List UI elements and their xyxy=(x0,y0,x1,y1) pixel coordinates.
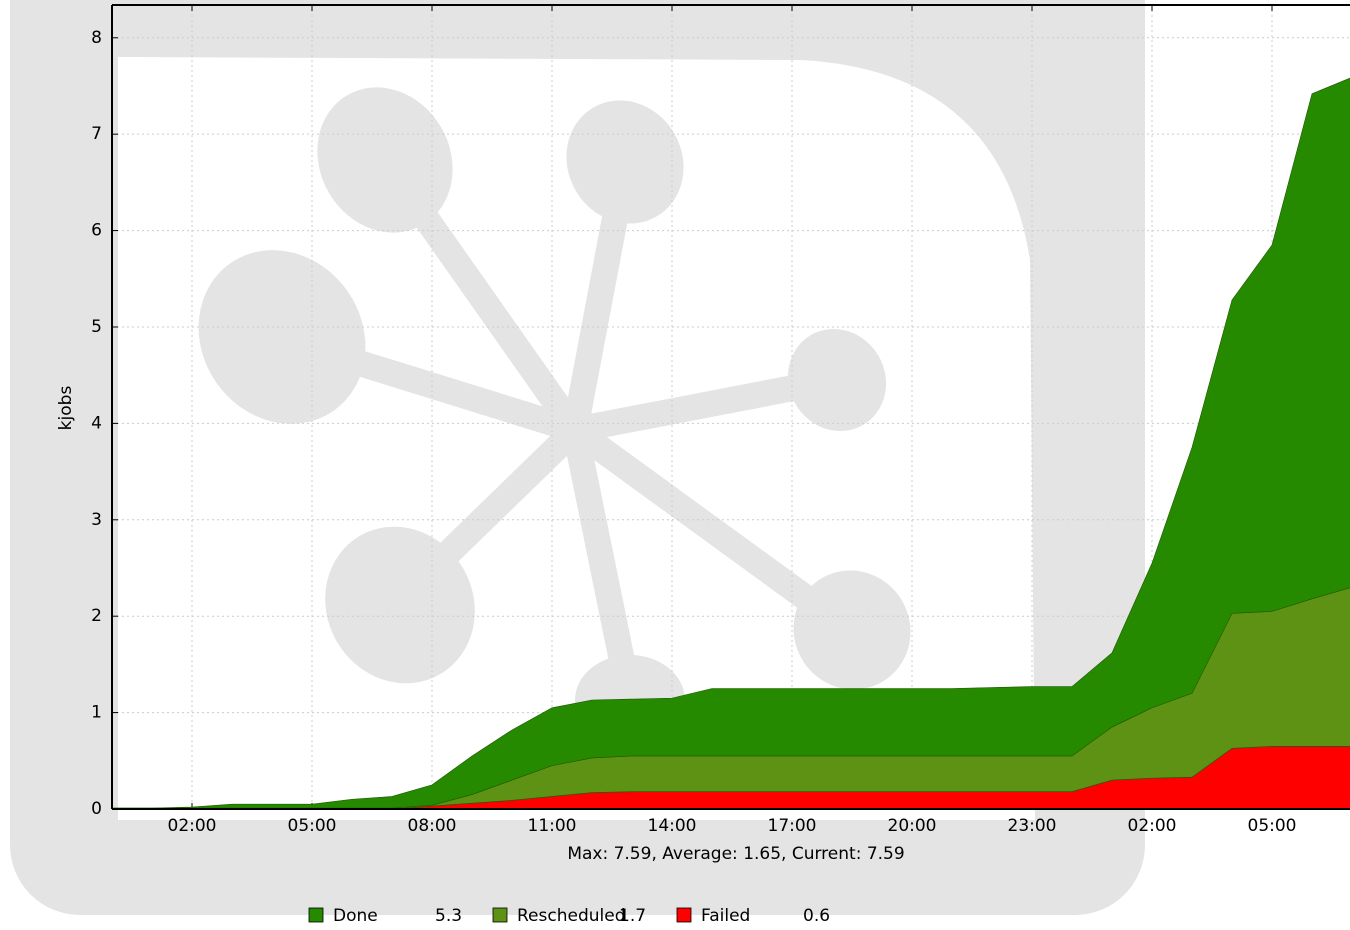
y-tick-label: 0 xyxy=(91,799,102,819)
legend-value: 5.3 xyxy=(435,906,462,926)
x-tick-label: 05:00 xyxy=(288,816,337,836)
x-tick-label: 17:00 xyxy=(768,816,817,836)
y-tick-label: 7 xyxy=(91,124,102,144)
legend-swatch xyxy=(492,907,508,923)
y-tick-label: 8 xyxy=(91,28,102,48)
legend-value: 0.6 xyxy=(803,906,830,926)
y-tick-label: 3 xyxy=(91,510,102,530)
legend-label: Done xyxy=(333,906,378,926)
x-tick-label: 05:00 xyxy=(1248,816,1297,836)
x-tick-label: 08:00 xyxy=(408,816,457,836)
legend-swatch xyxy=(308,907,324,923)
legend-label: Failed xyxy=(701,906,750,926)
x-tick-label: 02:00 xyxy=(168,816,217,836)
background-logo xyxy=(10,0,1145,915)
y-tick-label: 4 xyxy=(91,413,102,433)
x-tick-label: 02:00 xyxy=(1128,816,1177,836)
x-tick-label: 23:00 xyxy=(1008,816,1057,836)
y-tick-label: 1 xyxy=(91,703,102,723)
legend-swatch xyxy=(676,907,692,923)
y-tick-label: 6 xyxy=(91,221,102,241)
x-tick-label: 11:00 xyxy=(528,816,577,836)
x-tick-label: 14:00 xyxy=(648,816,697,836)
legend-value: 1.7 xyxy=(619,906,646,926)
y-tick-label: 2 xyxy=(91,606,102,626)
summary: Max: 7.59, Average: 1.65, Current: 7.59 xyxy=(567,844,904,864)
area xyxy=(112,77,1350,809)
legend-label: Rescheduled xyxy=(517,906,625,926)
x-tick-label: 20:00 xyxy=(888,816,937,836)
y-tick-label: 5 xyxy=(91,317,102,337)
y-axis-label: kjobs xyxy=(56,386,76,431)
